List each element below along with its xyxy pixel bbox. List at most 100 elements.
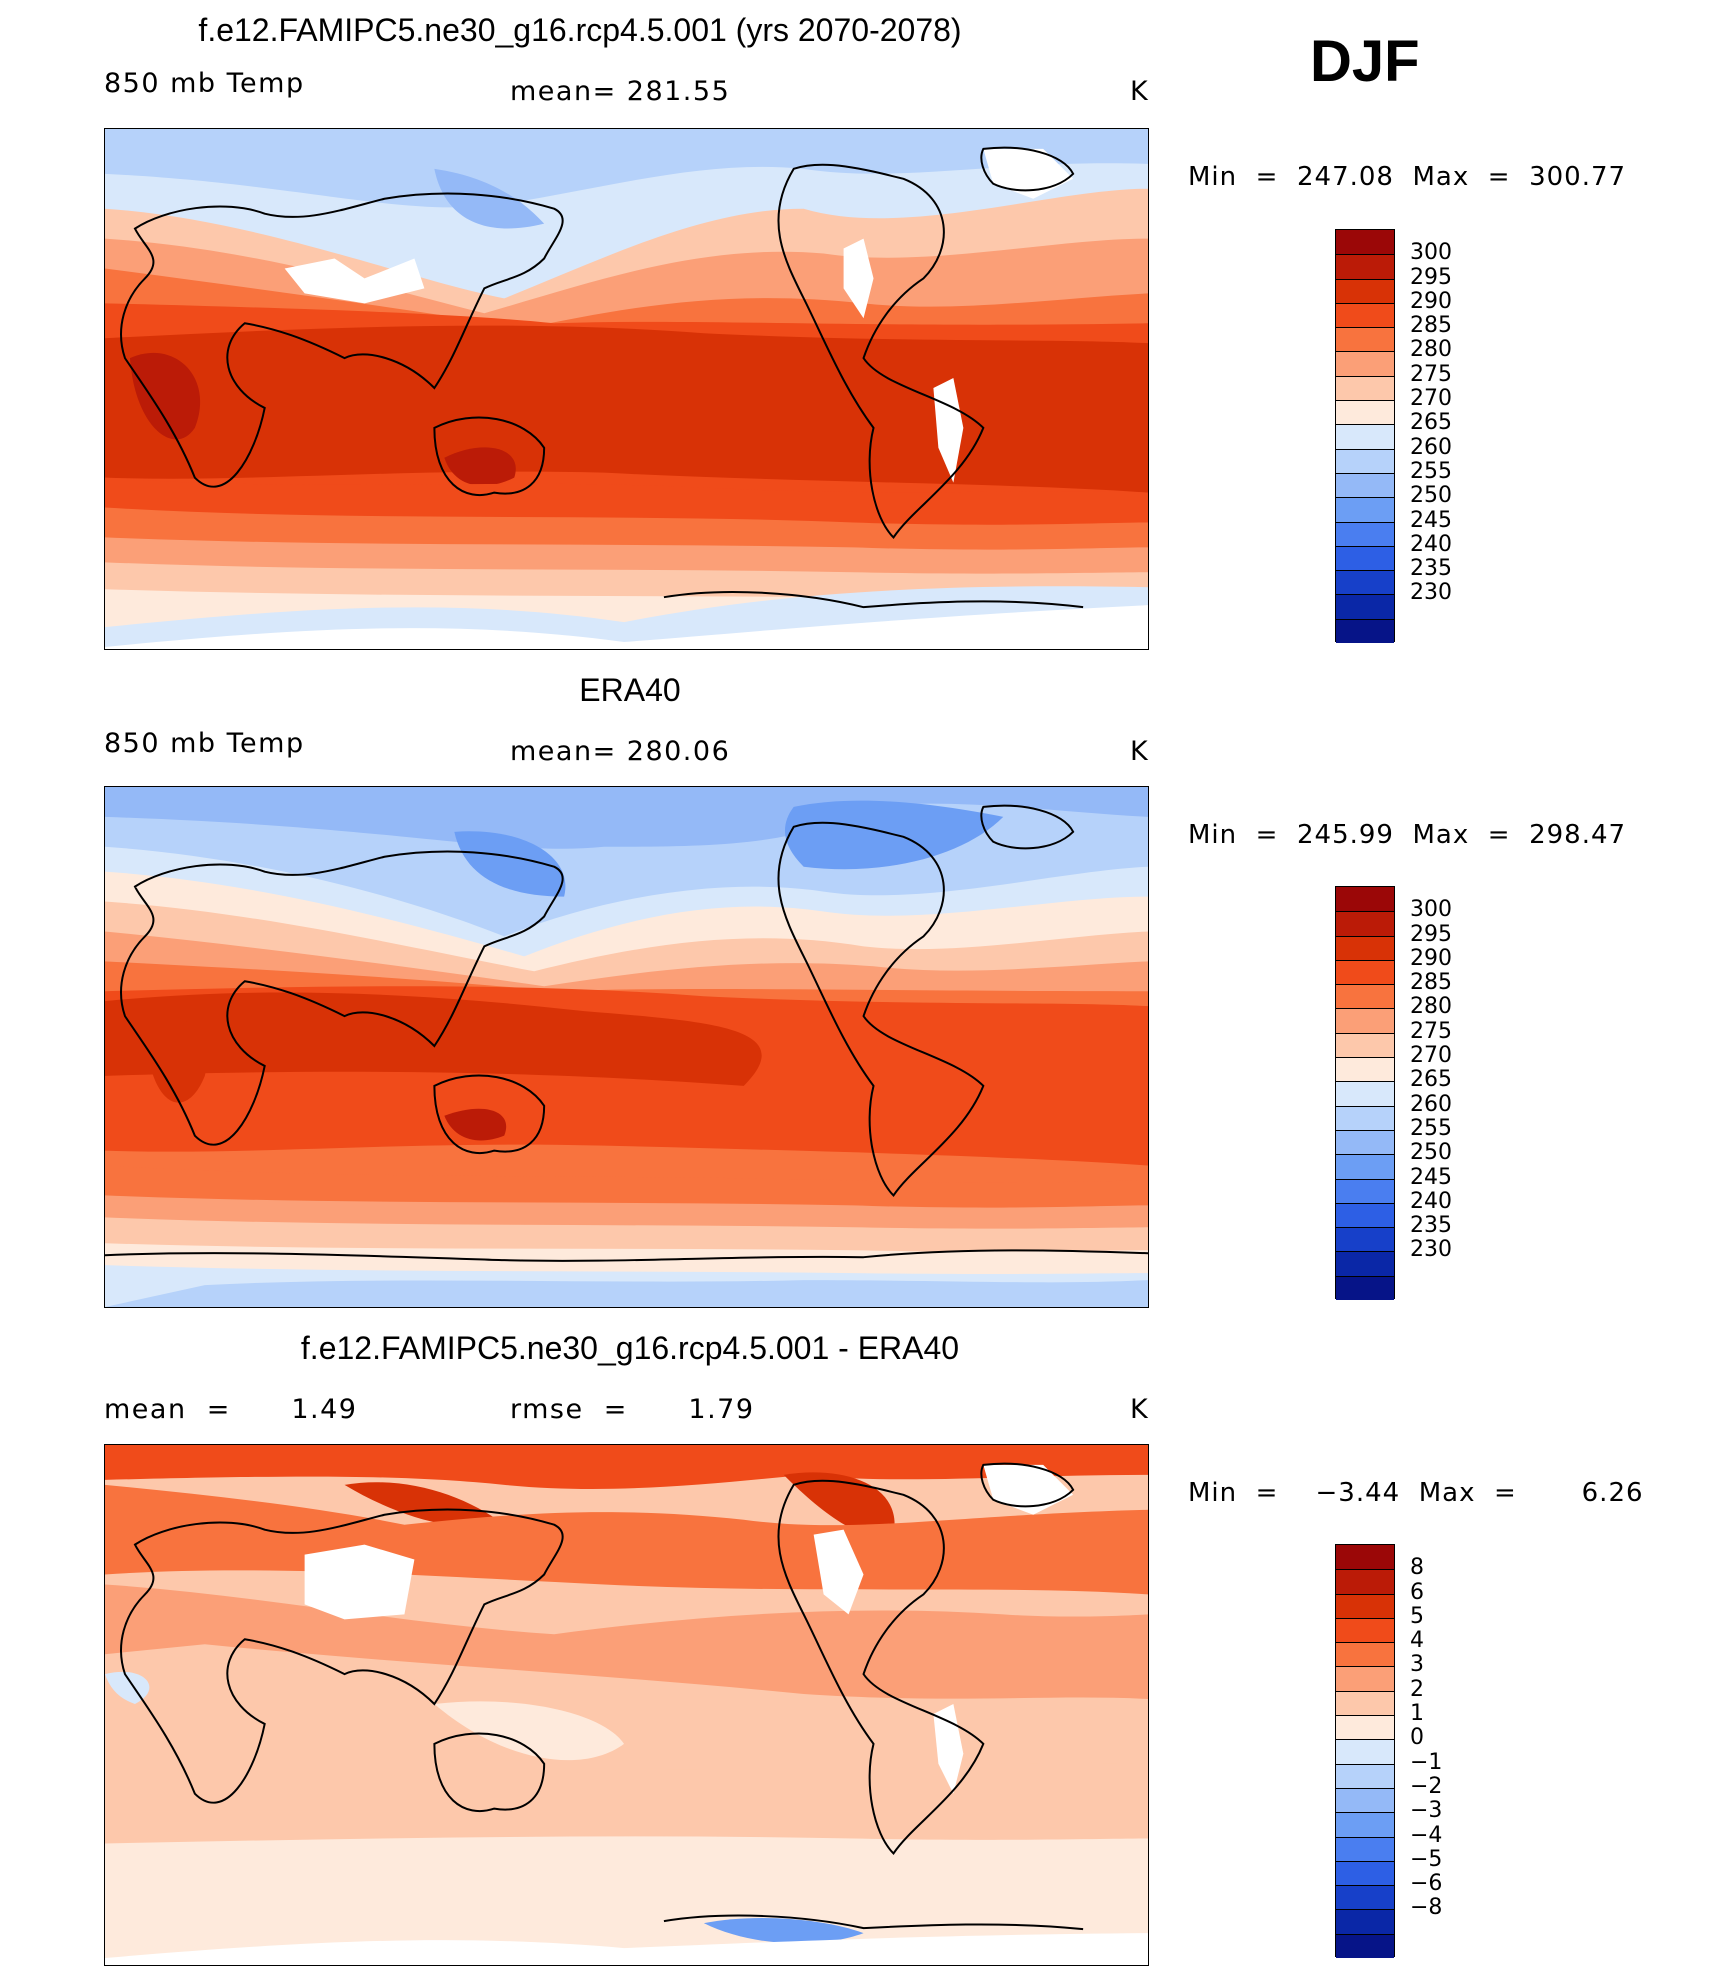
panel-2-left-label: 850 mb Temp [104, 728, 305, 759]
panel-2-map-field [105, 787, 1148, 1307]
panel-3-colorbar-tick: 5 [1410, 1603, 1424, 1629]
panel-2-colorbar-segment [1336, 1251, 1394, 1276]
panel-1-colorbar-segment [1336, 472, 1394, 498]
panel-2-colorbar-tick: 290 [1410, 945, 1452, 971]
panel-3-map-field [105, 1445, 1148, 1965]
panel-1-colorbar-segment [1336, 448, 1394, 473]
panel-2-colorbar-tick: 250 [1410, 1140, 1452, 1166]
panel-1-left-label: 850 mb Temp [104, 68, 305, 99]
panel-2-colorbar-tick: 230 [1410, 1237, 1452, 1263]
panel-3-colorbar-tick: −6 [1410, 1871, 1443, 1897]
panel-1-colorbar-segment [1336, 424, 1394, 449]
panel-1-colorbar-segment [1336, 351, 1394, 376]
panel-2-colorbar-tick: 240 [1410, 1188, 1452, 1214]
panel-1-colorbar-segment [1336, 545, 1394, 571]
panel-1-colorbar-segment [1336, 327, 1394, 352]
panel-3-colorbar-tick: 6 [1410, 1579, 1424, 1605]
panel-1-colorbar-segment [1336, 521, 1394, 546]
panel-3-colorbar-tick: −8 [1410, 1895, 1443, 1921]
panel-1-colorbar-tick: 255 [1410, 458, 1452, 484]
panel-1-colorbar-segment [1336, 375, 1394, 401]
panel-3-left-label: mean = 1.49 [104, 1394, 358, 1425]
panel-2-colorbar-tick: 265 [1410, 1067, 1452, 1093]
panel-3-center-label: rmse = 1.79 [510, 1394, 755, 1425]
panel-3-colorbar-segment [1336, 1617, 1394, 1643]
panel-1-colorbar-tick: 275 [1410, 361, 1452, 387]
panel-3-colorbar-segment [1336, 1885, 1394, 1910]
panel-2-colorbar-segment [1336, 1275, 1394, 1300]
panel-1-colorbar-segment [1336, 302, 1394, 328]
panel-3-colorbar-segment [1336, 1545, 1394, 1570]
panel-1-center-label: mean= 281.55 [510, 76, 731, 107]
panel-2-center-label: mean= 280.06 [510, 736, 731, 767]
panel-3-colorbar-tick: 0 [1410, 1725, 1424, 1751]
panel-2-colorbar-segment [1336, 911, 1394, 936]
panel-2-colorbar-segment [1336, 1227, 1394, 1252]
panel-3-colorbar-tick: −1 [1410, 1749, 1443, 1775]
panel-1-colorbar-segment [1336, 278, 1394, 303]
panel-3-colorbar-tick: −4 [1410, 1822, 1443, 1848]
panel-1-colorbar-segment [1336, 254, 1394, 279]
panel-2-colorbar-segment [1336, 1154, 1394, 1179]
panel-3-colorbar-segment [1336, 1836, 1394, 1861]
panel-2-colorbar-tick: 245 [1410, 1164, 1452, 1190]
panel-3-title: f.e12.FAMIPC5.ne30_g16.rcp4.5.001 - ERA4… [300, 1330, 960, 1366]
panel-3-colorbar-tick: 1 [1410, 1701, 1424, 1727]
panel-3-colorbar-tick: −5 [1410, 1846, 1443, 1872]
panel-2-map [104, 786, 1149, 1308]
panel-1-colorbar-box [1335, 229, 1395, 643]
panel-1-colorbar-tick: 300 [1410, 240, 1452, 266]
panel-2-colorbar-box [1335, 886, 1395, 1300]
panel-2-colorbar-tick: 255 [1410, 1115, 1452, 1141]
panel-3-colorbar-tick: −2 [1410, 1773, 1443, 1799]
panel-2-colorbar-segment [1336, 1032, 1394, 1058]
panel-1-colorbar-tick: 265 [1410, 410, 1452, 436]
panel-1-colorbar-segment [1336, 570, 1394, 595]
panel-2-title: ERA40 [579, 672, 681, 708]
panel-2-minmax: Min = 245.99 Max = 298.47 [1188, 820, 1627, 850]
panel-2-colorbar-segment [1336, 959, 1394, 985]
panel-3-colorbar-segment [1336, 1593, 1394, 1618]
panel-2-colorbar-tick: 285 [1410, 970, 1452, 996]
panel-1-colorbar-tick: 235 [1410, 556, 1452, 582]
panel-2-colorbar-segment [1336, 887, 1394, 912]
panel-3-colorbar-segment [1336, 1690, 1394, 1716]
panel-3-colorbar-segment [1336, 1642, 1394, 1667]
panel-3-colorbar-segment [1336, 1933, 1394, 1958]
panel-3-colorbar-box [1335, 1544, 1395, 1958]
panel-1-map [104, 128, 1149, 650]
panel-3-colorbar-segment [1336, 1763, 1394, 1788]
panel-3-colorbar-segment [1336, 1569, 1394, 1594]
panel-3-colorbar-segment [1336, 1812, 1394, 1837]
panel-2-colorbar-segment [1336, 1057, 1394, 1082]
panel-1-colorbar-tick: 295 [1410, 264, 1452, 290]
panel-3-colorbar-segment [1336, 1909, 1394, 1934]
panel-1-colorbar-tick: 290 [1410, 288, 1452, 314]
panel-3-colorbar-tick: 3 [1410, 1652, 1424, 1678]
panel-2-colorbar-tick: 300 [1410, 897, 1452, 923]
panel-1-colorbar-tick: 280 [1410, 337, 1452, 363]
panel-1-colorbar-tick: 285 [1410, 313, 1452, 339]
panel-2-units: K [1130, 736, 1150, 767]
panel-2-colorbar-segment [1336, 1129, 1394, 1155]
panel-1-colorbar-tick: 245 [1410, 507, 1452, 533]
panel-1-colorbar-segment [1336, 230, 1394, 255]
panel-1-colorbar-segment [1336, 618, 1394, 643]
panel-2-colorbar-tick: 280 [1410, 994, 1452, 1020]
panel-1-colorbar-tick: 270 [1410, 386, 1452, 412]
panel-1-units: K [1130, 76, 1150, 107]
panel-3-map [104, 1444, 1149, 1966]
panel-3-colorbar-tick: 8 [1410, 1555, 1424, 1581]
panel-1-colorbar-tick: 260 [1410, 434, 1452, 460]
panel-1-map-field [105, 129, 1148, 649]
panel-2-colorbar-tick: 260 [1410, 1091, 1452, 1117]
panel-2-colorbar-tick: 235 [1410, 1213, 1452, 1239]
panel-2-colorbar-segment [1336, 1081, 1394, 1106]
panel-3-colorbar-tick: −3 [1410, 1798, 1443, 1824]
panel-1-colorbar-segment [1336, 497, 1394, 522]
panel-1-minmax: Min = 247.08 Max = 300.77 [1188, 162, 1627, 192]
panel-2-colorbar-tick: 275 [1410, 1018, 1452, 1044]
season-label: DJF [1310, 29, 1420, 94]
panel-1-colorbar-segment [1336, 594, 1394, 619]
panel-3-colorbar-segment [1336, 1666, 1394, 1691]
